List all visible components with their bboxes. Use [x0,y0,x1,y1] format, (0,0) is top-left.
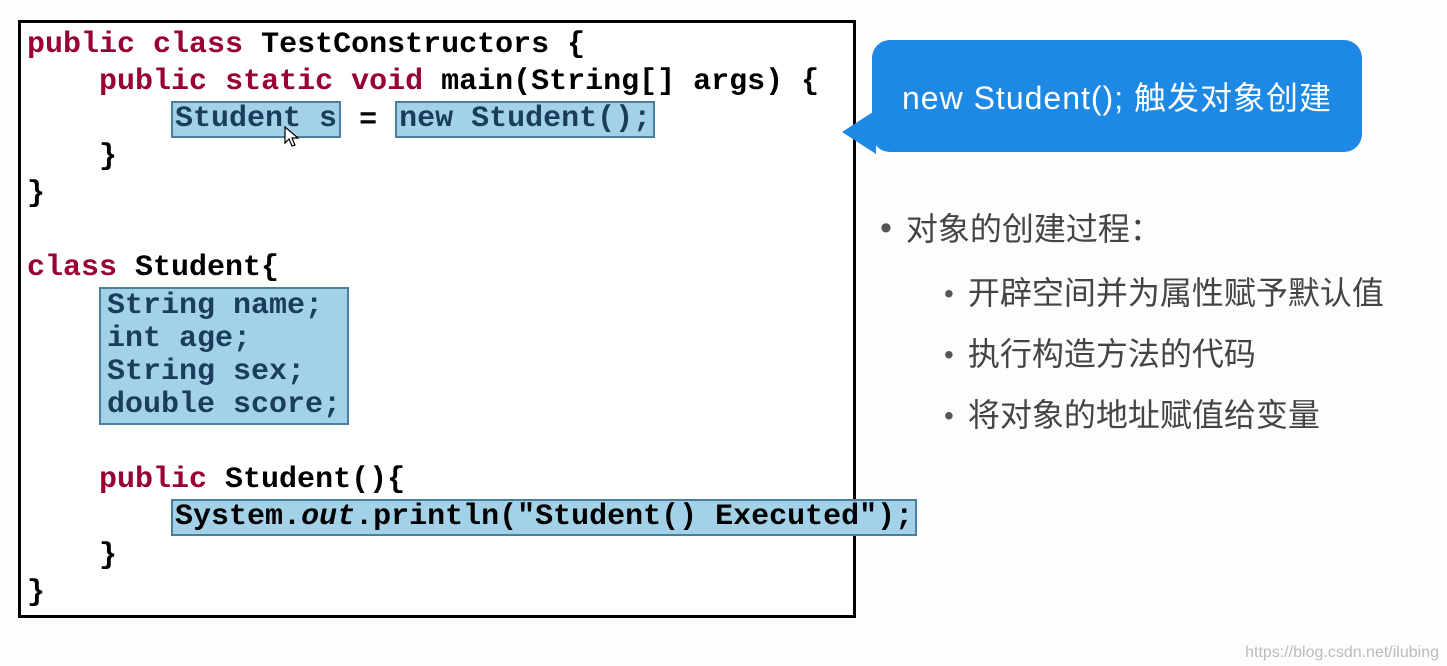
callout-bubble: new Student(); 触发对象创建 [872,40,1362,152]
notes-panel: 对象的创建过程： 开辟空间并为属性赋予默认值 执行构造方法的代码 将对象的地址赋… [880,198,1420,446]
code-text: Student{ [117,251,279,285]
code-text: } [27,576,45,610]
code-panel: public class TestConstructors { public s… [18,20,856,618]
keyword: public [27,28,135,62]
static-ref: out [301,500,355,534]
keyword: void [351,65,423,99]
highlight-fields: String name; int age; String sex; double… [99,287,349,425]
keyword: class [27,251,117,285]
indent [27,103,171,137]
callout-text: new Student(); 触发对象创建 [902,73,1332,119]
code-text: } [27,177,45,211]
notes-item-text: 开辟空间并为属性赋予默认值 [968,275,1384,311]
notes-item: 将对象的地址赋值给变量 [944,385,1420,446]
notes-title-text: 对象的创建过程： [906,211,1162,247]
highlight-new-expr: new Student(); [395,101,655,138]
indent [27,463,99,497]
keyword: public [99,463,207,497]
field: double score; [107,388,341,422]
field: int age; [107,322,251,356]
indent [27,65,99,99]
field: String name; [107,289,323,323]
keyword: class [153,28,243,62]
code-text: } [27,140,117,174]
code-text: TestConstructors { [243,28,585,62]
notes-item-text: 将对象的地址赋值给变量 [968,397,1320,433]
notes-item: 执行构造方法的代码 [944,324,1420,385]
keyword: static [225,65,333,99]
code-text: } [27,539,117,573]
code-text: .println("Student() Executed"); [355,500,913,534]
code-text: Student(){ [207,463,405,497]
notes-title: 对象的创建过程： 开辟空间并为属性赋予默认值 执行构造方法的代码 将对象的地址赋… [880,198,1420,446]
highlight-variable-decl: Student s [171,101,341,138]
notes-item-text: 执行构造方法的代码 [968,336,1256,372]
notes-item: 开辟空间并为属性赋予默认值 [944,263,1420,324]
keyword: public [99,65,207,99]
code-text: main(String[] args) { [423,65,819,99]
indent [27,502,171,536]
watermark-text: https://blog.csdn.net/ilubing [1245,644,1439,662]
code-text: = [341,103,395,137]
code-text: System. [175,500,301,534]
highlight-println: System.out.println("Student() Executed")… [171,499,917,536]
callout-arrow-icon [842,110,876,154]
field: String sex; [107,355,305,389]
